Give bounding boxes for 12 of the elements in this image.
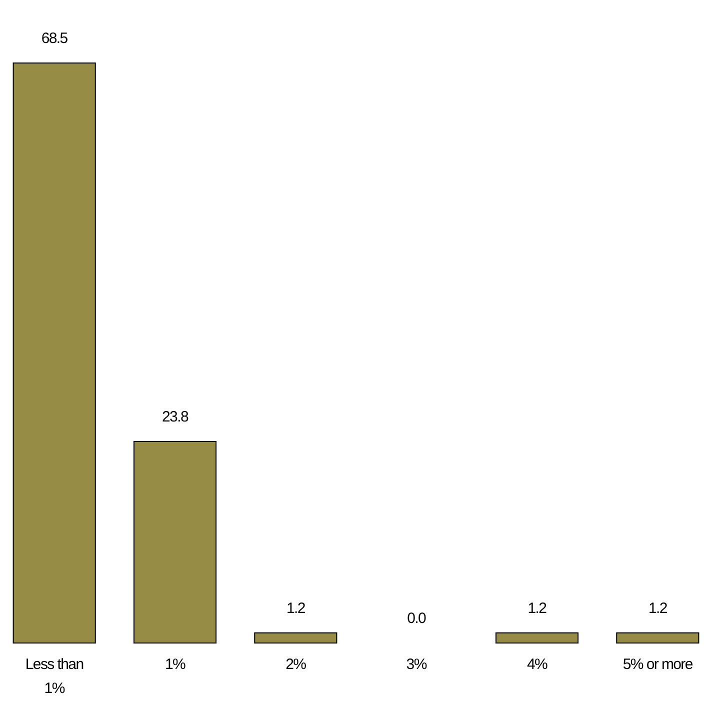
data-label: 0.0: [407, 610, 426, 627]
data-label: 68.5: [41, 30, 68, 47]
data-label: 23.8: [162, 408, 188, 426]
data-label: 1.2: [528, 600, 547, 617]
data-label: 1.2: [286, 600, 306, 617]
x-tick-label: 1%: [164, 656, 186, 673]
x-tick-label: 3%: [406, 656, 427, 673]
x-tick-label: 5% or more: [622, 656, 693, 673]
x-tick-label: 2%: [286, 656, 306, 673]
data-label: 1.2: [648, 600, 668, 617]
x-tick-label: 4%: [526, 656, 548, 673]
x-tick-label: Less than 1%: [25, 656, 84, 697]
